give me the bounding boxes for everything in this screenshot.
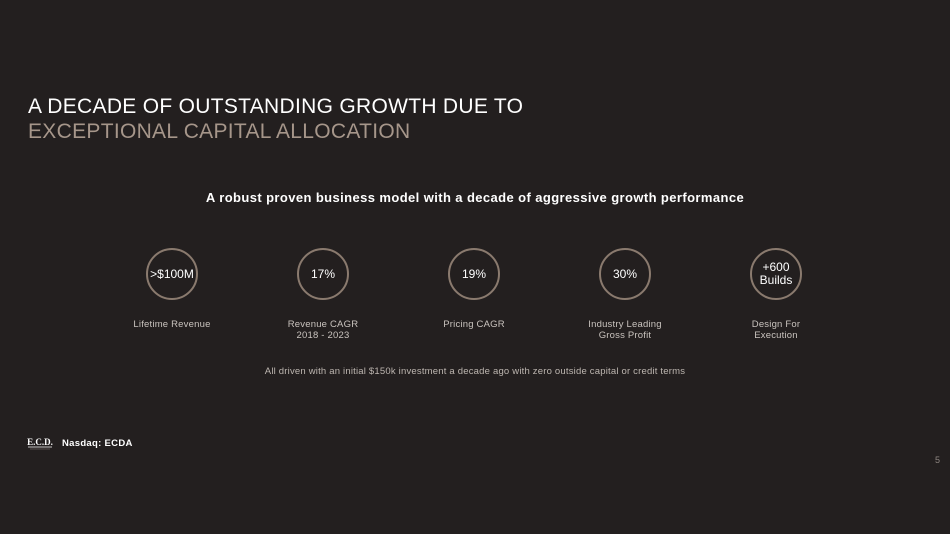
stat-label: Revenue CAGR 2018 - 2023 — [287, 319, 359, 341]
nasdaq-ticker: Nasdaq: ECDA — [62, 437, 133, 449]
slide-subtitle: A robust proven business model with a de… — [205, 190, 745, 205]
stat-value-circle: +600 Builds — [750, 248, 802, 300]
stat-lifetime-revenue: >$100M Lifetime Revenue — [102, 248, 242, 330]
stat-label: Design For Execution — [751, 319, 801, 341]
stat-value-circle: 19% — [448, 248, 500, 300]
stat-gross-profit: 30% Industry Leading Gross Profit — [555, 248, 695, 341]
svg-text:E.C.D.: E.C.D. — [27, 437, 53, 447]
page-number: 5 — [934, 455, 940, 465]
stat-pricing-cagr: 19% Pricing CAGR — [404, 248, 544, 330]
slide-footnote: All driven with an initial $150k investm… — [264, 366, 686, 377]
stat-value-circle: >$100M — [146, 248, 198, 300]
title-line-2: EXCEPTIONAL CAPITAL ALLOCATION — [28, 120, 411, 143]
title-line-1: A DECADE OF OUTSTANDING GROWTH DUE TO — [28, 95, 524, 118]
ecd-logo-icon: E.C.D. — [27, 437, 53, 450]
slide-footer: E.C.D. Nasdaq: ECDA — [27, 436, 133, 450]
stats-row: >$100M Lifetime Revenue 17% Revenue CAGR… — [0, 248, 950, 348]
stat-label: Industry Leading Gross Profit — [588, 319, 662, 341]
stat-revenue-cagr: 17% Revenue CAGR 2018 - 2023 — [253, 248, 393, 341]
stat-label: Lifetime Revenue — [133, 319, 211, 330]
slide-title: A DECADE OF OUTSTANDING GROWTH DUE TO EX… — [28, 94, 523, 144]
stat-value-circle: 17% — [297, 248, 349, 300]
stat-label: Pricing CAGR — [443, 319, 505, 330]
stat-value-circle: 30% — [599, 248, 651, 300]
stat-builds: +600 Builds Design For Execution — [706, 248, 846, 341]
